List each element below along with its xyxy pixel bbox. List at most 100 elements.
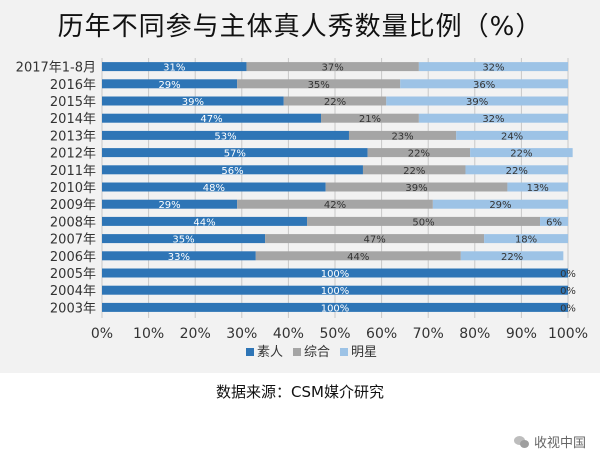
x-tick-label: 10%: [133, 326, 164, 342]
data-label: 13%: [527, 183, 549, 194]
y-tick-label: 2015年: [50, 95, 96, 110]
data-label: 22%: [506, 166, 528, 177]
y-tick-label: 2009年: [50, 198, 96, 213]
bar-segment: [540, 216, 568, 226]
bar-segment: [465, 165, 568, 175]
y-tick-label: 2007年: [50, 233, 96, 248]
bar-segment: [283, 96, 387, 106]
data-label: 42%: [324, 200, 346, 211]
data-label: 50%: [412, 217, 434, 228]
bar-segment: [102, 285, 568, 295]
bar-segment: [102, 234, 266, 244]
data-label: 31%: [163, 63, 185, 74]
data-label: 44%: [193, 217, 215, 228]
bar-segment: [470, 148, 573, 158]
data-label: 100%: [321, 303, 350, 314]
bar-segment: [237, 199, 433, 209]
data-label: 22%: [501, 252, 523, 263]
y-tick-label: 2011年: [50, 164, 96, 179]
bar-segment: [102, 79, 238, 89]
wechat-icon: [513, 435, 530, 449]
data-label: 44%: [347, 252, 369, 263]
bar-segment: [102, 130, 349, 140]
bar-segment: [348, 130, 457, 140]
data-label: 29%: [158, 200, 180, 211]
data-label: 37%: [322, 63, 344, 74]
bar-segment: [102, 62, 247, 72]
data-label: 22%: [510, 149, 532, 160]
bar-segment: [325, 182, 508, 192]
x-tick-label: 20%: [180, 326, 211, 342]
data-label: 0%: [560, 269, 576, 280]
y-tick-label: 2003年: [50, 301, 96, 316]
bar-segment: [102, 148, 368, 158]
y-tick-label: 2012年: [50, 147, 96, 162]
data-label: 100%: [321, 269, 350, 280]
bar-segment: [307, 216, 541, 226]
y-tick-label: 2014年: [50, 112, 96, 127]
x-tick-label: 70%: [413, 326, 444, 342]
bar-segment: [237, 79, 401, 89]
legend-swatch: [293, 348, 301, 356]
data-label: 0%: [560, 286, 576, 297]
bar-segment: [484, 234, 568, 244]
data-label: 32%: [482, 63, 504, 74]
data-label: 24%: [501, 131, 523, 142]
watermark: 收视中国: [513, 432, 586, 451]
bar-segment: [386, 96, 568, 106]
data-label: 39%: [182, 97, 204, 108]
bar-segment: [432, 199, 568, 209]
x-tick-label: 60%: [366, 326, 397, 342]
data-label: 33%: [168, 252, 190, 263]
x-tick-label: 40%: [273, 326, 304, 342]
bar-segment: [102, 251, 256, 261]
chart-title: 历年不同参与主体真人秀数量比例（%）: [57, 12, 543, 42]
bar-segment: [400, 79, 568, 89]
y-tick-label: 2005年: [50, 267, 96, 282]
data-label: 22%: [408, 149, 430, 160]
y-tick-label: 2016年: [50, 78, 96, 93]
bar-segment: [507, 182, 568, 192]
y-tick-label: 2017年1-8月: [16, 61, 96, 76]
data-label: 36%: [473, 80, 495, 91]
bar-segment: [102, 302, 568, 312]
data-label: 57%: [224, 149, 246, 160]
bar-segment: [456, 130, 568, 140]
data-label: 6%: [546, 217, 562, 228]
legend-swatch: [246, 348, 254, 356]
bar-segment: [102, 165, 363, 175]
data-label: 29%: [158, 80, 180, 91]
data-label: 35%: [308, 80, 330, 91]
bar-segment: [255, 251, 461, 261]
bar-segment: [102, 113, 322, 123]
bar-segment: [102, 216, 308, 226]
y-tick-label: 2006年: [50, 250, 96, 265]
data-label: 39%: [405, 183, 427, 194]
data-label: 53%: [214, 131, 236, 142]
data-label: 22%: [324, 97, 346, 108]
x-tick-label: 100%: [548, 326, 588, 342]
data-label: 21%: [359, 114, 381, 125]
bar-segment: [418, 62, 568, 72]
bar-segment: [102, 182, 326, 192]
data-label: 39%: [466, 97, 488, 108]
y-tick-label: 2010年: [50, 181, 96, 196]
data-label: 18%: [515, 235, 537, 246]
legend-label: 综合: [304, 345, 330, 360]
y-tick-label: 2008年: [50, 215, 96, 230]
bar-segment: [362, 165, 466, 175]
x-tick-label: 30%: [226, 326, 257, 342]
data-source-note: 数据来源：CSM媒介研究: [216, 383, 384, 401]
y-tick-label: 2013年: [50, 129, 96, 144]
bar-segment: [102, 96, 284, 106]
bar-segment: [460, 251, 564, 261]
bar-segment: [418, 113, 568, 123]
data-label: 56%: [221, 166, 243, 177]
legend-swatch: [340, 348, 348, 356]
data-label: 100%: [321, 286, 350, 297]
bar-segment: [102, 199, 238, 209]
x-tick-label: 80%: [459, 326, 490, 342]
bar-segment: [102, 268, 568, 278]
x-tick-label: 0%: [91, 326, 113, 342]
data-label: 35%: [172, 235, 194, 246]
